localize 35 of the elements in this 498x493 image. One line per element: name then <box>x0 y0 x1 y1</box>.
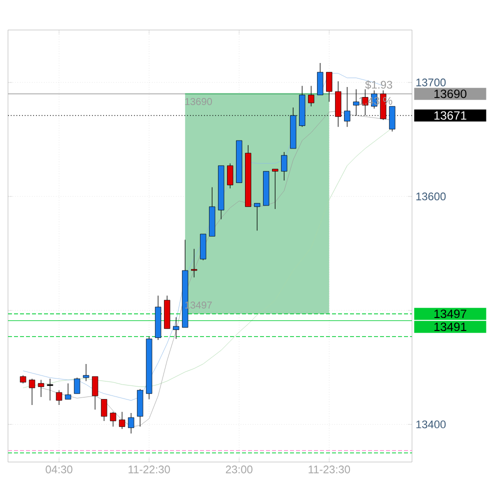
candlestick <box>281 152 288 181</box>
candlestick <box>64 383 72 400</box>
candlestick <box>119 412 126 430</box>
candlestick <box>74 377 80 394</box>
candlestick <box>344 86 350 128</box>
annotation: 13690 <box>185 98 212 106</box>
candlestick <box>128 412 134 434</box>
x-tick-label: 04:30 <box>46 466 72 474</box>
y-tick-label: 13700 <box>416 78 446 86</box>
candlestick <box>272 168 278 210</box>
x-tick-label: 23:00 <box>226 466 252 474</box>
candlestick <box>46 378 54 401</box>
candlestick <box>38 380 44 398</box>
candlestick <box>110 412 116 427</box>
ref-line-label: 13491 <box>434 322 466 332</box>
candlestick <box>308 86 314 107</box>
candlestick <box>173 316 180 340</box>
y-tick-label: 13400 <box>416 420 446 428</box>
y-tick-label: 13600 <box>416 192 446 200</box>
candlestick <box>326 72 332 102</box>
x-tick-label: 11-23:30 <box>308 466 350 474</box>
candlestick <box>82 364 90 382</box>
candlestick <box>317 62 324 96</box>
candlestick <box>92 376 98 410</box>
annotation: $1.93 <box>365 80 392 90</box>
ref-line-label: 13690 <box>434 90 466 98</box>
x-tick-label: 11-22:30 <box>128 466 170 474</box>
ref-line-label: 13671 <box>434 111 466 120</box>
candlestick <box>227 163 234 189</box>
candlestick <box>100 399 108 422</box>
candlestick <box>254 202 260 231</box>
ref-line-label: 13497 <box>434 310 466 318</box>
candlestick <box>56 390 62 406</box>
candlestick <box>191 248 198 278</box>
candlestick <box>28 378 36 406</box>
